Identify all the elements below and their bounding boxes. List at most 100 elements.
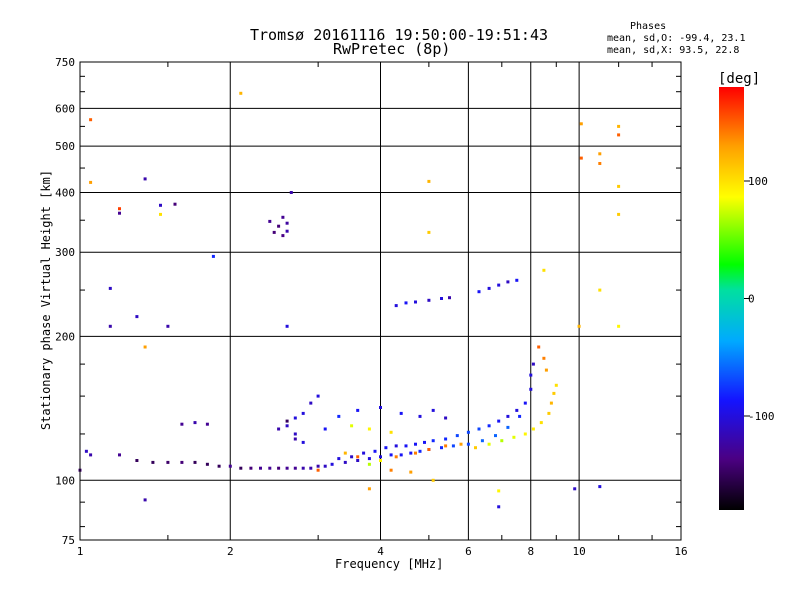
data-point — [617, 212, 621, 216]
data-point — [362, 451, 366, 455]
data-point — [350, 424, 354, 428]
data-point — [529, 387, 533, 391]
data-point — [350, 455, 354, 459]
data-point — [399, 411, 403, 415]
data-point — [356, 408, 360, 412]
data-point — [277, 466, 281, 470]
data-point — [316, 464, 320, 468]
data-point — [228, 464, 232, 468]
data-point — [135, 459, 139, 462]
data-point — [301, 466, 305, 470]
y-tick-label: 75 — [62, 534, 75, 547]
data-point — [143, 498, 147, 502]
data-point — [343, 451, 347, 455]
data-point — [506, 425, 510, 429]
x-tick-label: 10 — [572, 545, 585, 558]
data-point — [193, 421, 197, 425]
data-point — [272, 230, 276, 234]
data-point — [409, 470, 413, 474]
data-point — [431, 439, 435, 443]
data-point — [531, 362, 535, 366]
data-point — [617, 133, 621, 137]
data-point — [389, 430, 393, 434]
data-point — [466, 442, 470, 446]
data-point — [356, 455, 360, 459]
data-point — [542, 268, 546, 272]
chart-title: Tromsø 20161116 19:50:00-19:51:43 — [250, 26, 549, 44]
data-point — [143, 345, 147, 349]
data-point — [404, 444, 408, 448]
data-point — [497, 419, 501, 423]
data-point — [367, 457, 371, 461]
data-point — [285, 324, 289, 328]
data-point — [539, 421, 543, 425]
data-point — [356, 459, 360, 462]
data-point — [531, 427, 535, 431]
data-point — [379, 459, 382, 462]
data-point — [542, 356, 546, 360]
data-point — [367, 487, 371, 491]
data-point — [159, 212, 162, 216]
data-point — [84, 449, 88, 453]
data-point — [466, 430, 470, 434]
data-point — [151, 460, 155, 464]
data-point — [316, 468, 320, 472]
data-point — [549, 401, 553, 405]
data-point — [544, 368, 548, 372]
data-point — [573, 487, 577, 491]
colorbar-tick-label: 100 — [748, 175, 768, 188]
data-point — [431, 478, 435, 482]
data-point — [523, 401, 527, 405]
y-tick-label: 400 — [55, 186, 75, 199]
data-point — [118, 453, 121, 457]
data-point — [135, 315, 139, 319]
data-point — [399, 453, 403, 457]
data-point — [89, 453, 93, 457]
data-point — [108, 286, 112, 290]
data-point — [598, 152, 602, 156]
data-point — [418, 414, 422, 418]
data-point — [440, 446, 443, 450]
data-point — [285, 229, 289, 233]
data-point — [423, 440, 426, 444]
data-point — [285, 424, 289, 428]
data-point — [309, 466, 313, 470]
data-point — [205, 422, 209, 426]
data-point — [554, 383, 558, 387]
data-point — [523, 432, 527, 436]
phases-x-stats: mean, sd,X: 93.5, 22.8 — [607, 45, 740, 56]
data-point — [166, 460, 170, 464]
data-point — [293, 416, 297, 420]
data-point — [515, 278, 519, 282]
data-point — [427, 179, 431, 183]
data-point — [211, 254, 215, 258]
colorbar-ticks: 100 0 -100 — [744, 175, 775, 423]
data-point — [477, 427, 481, 431]
data-point — [301, 411, 305, 415]
y-axis-label: Stationary phase Virtual Height [km] — [39, 169, 53, 431]
data-point — [512, 435, 516, 439]
data-point — [414, 300, 417, 304]
x-tick-label: 16 — [674, 545, 687, 558]
data-point — [444, 416, 448, 420]
data-point — [289, 191, 293, 194]
data-point — [494, 434, 497, 438]
data-point — [277, 224, 281, 228]
data-point — [217, 464, 221, 468]
y-tick-label: 600 — [55, 102, 75, 115]
data-point — [440, 297, 443, 300]
data-point — [323, 427, 327, 431]
data-point — [285, 419, 289, 423]
data-point — [293, 437, 297, 441]
data-point — [389, 453, 393, 457]
data-point — [89, 180, 93, 184]
data-points — [78, 91, 621, 509]
data-point — [487, 424, 491, 428]
data-point — [617, 324, 621, 328]
phases-o-stats: mean, sd,O: -99.4, 23.1 — [607, 33, 746, 44]
data-point — [316, 394, 320, 398]
data-point — [529, 373, 533, 377]
colorbar — [719, 87, 744, 510]
data-point — [598, 485, 602, 489]
data-point — [379, 455, 382, 459]
